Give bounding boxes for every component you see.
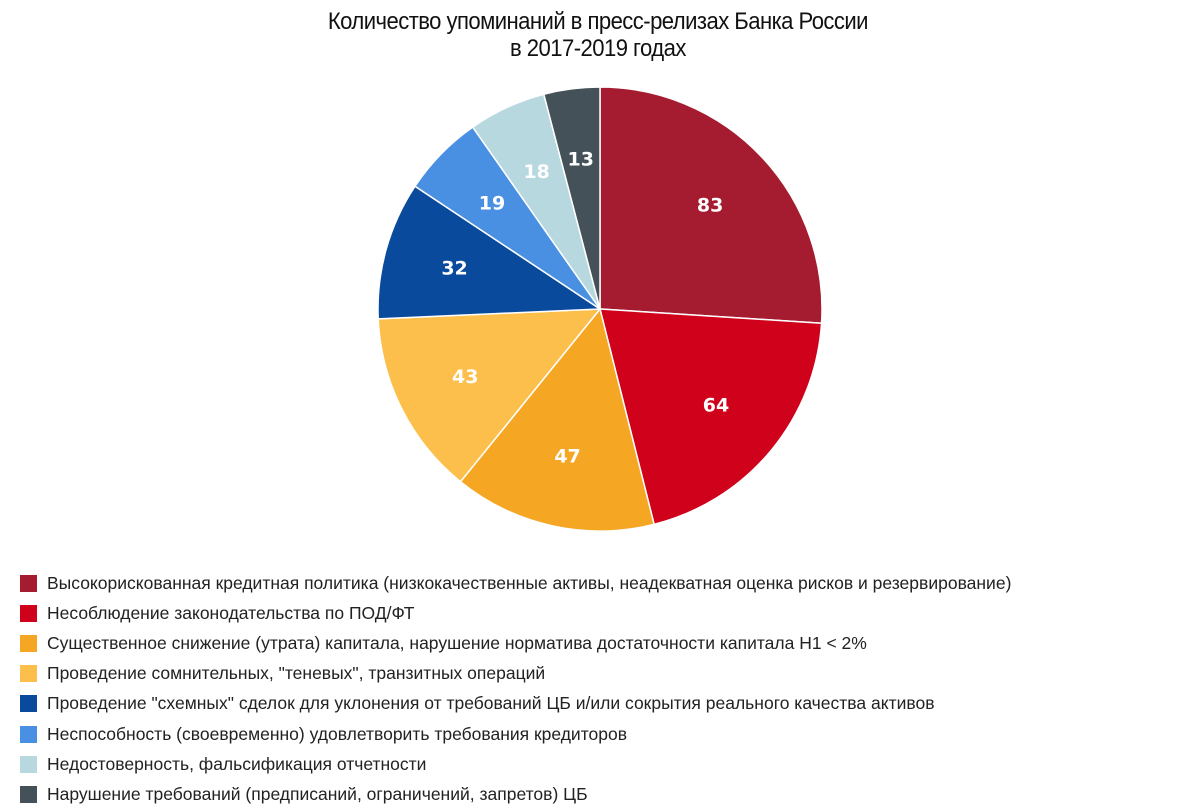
legend-swatch: [20, 785, 37, 803]
legend-label: Несоблюдение законодательства по ПОД/ФТ: [47, 602, 415, 623]
chart-legend: Высокорискованная кредитная политика (ни…: [20, 568, 1011, 810]
legend-label: Нарушение требований (предписаний, огран…: [47, 783, 588, 804]
legend-label: Неспособность (своевременно) удовлетвори…: [47, 723, 628, 744]
legend-item: Несоблюдение законодательства по ПОД/ФТ: [20, 598, 1011, 628]
legend-label: Существенное снижение (утрата) капитала,…: [47, 632, 867, 653]
legend-item: Проведение сомнительных, "теневых", тран…: [20, 659, 1011, 689]
legend-label: Недостоверность, фальсификация отчетност…: [47, 753, 427, 774]
legend-swatch: [20, 604, 37, 622]
legend-item: Высокорискованная кредитная политика (ни…: [20, 568, 1011, 598]
legend-swatch: [20, 695, 37, 713]
legend-swatch: [20, 755, 37, 773]
pie-slice-4: [377, 185, 603, 320]
legend-swatch: [20, 725, 37, 743]
legend-item: Недостоверность, фальсификация отчетност…: [20, 749, 1011, 779]
pie-chart: 83 64 47 43 32 19 18 13: [377, 86, 823, 532]
pie-slice-1: [599, 308, 823, 526]
legend-swatch: [20, 634, 37, 652]
slice-value-label-5: 19: [479, 193, 505, 215]
slice-value-label-7: 13: [567, 148, 593, 170]
legend-label: Высокорискованная кредитная политика (ни…: [47, 572, 1012, 593]
slice-value-label-2: 47: [554, 445, 580, 467]
slice-value-label-4: 32: [441, 258, 467, 280]
legend-swatch: [20, 574, 37, 592]
slice-value-label-0: 83: [697, 195, 723, 217]
legend-label: Проведение сомнительных, "теневых", тран…: [47, 663, 546, 684]
chart-title-line-1: Количество упоминаний в пресс-релизах Ба…: [327, 8, 869, 35]
slice-value-label-3: 43: [452, 366, 478, 388]
pie-slice-2: [459, 307, 656, 532]
chart-title: Количество упоминаний в пресс-релизах Ба…: [48, 8, 1148, 62]
chart-title-line-2: в 2017-2019 годах: [510, 35, 686, 62]
legend-item: Неспособность (своевременно) удовлетвори…: [20, 719, 1011, 749]
legend-item: Проведение "схемных" сделок для уклонени…: [20, 689, 1011, 719]
pie-slice-0: [599, 86, 823, 324]
pie-slice-3: [377, 308, 602, 483]
slice-value-label-6: 18: [523, 161, 549, 183]
legend-label: Проведение "схемных" сделок для уклонени…: [47, 693, 935, 714]
slice-value-label-1: 64: [703, 395, 729, 417]
legend-item: Нарушение требований (предписаний, огран…: [20, 779, 1011, 809]
pie-slice-7: [542, 86, 601, 310]
legend-item: Существенное снижение (утрата) капитала,…: [20, 628, 1011, 658]
legend-swatch: [20, 665, 37, 683]
